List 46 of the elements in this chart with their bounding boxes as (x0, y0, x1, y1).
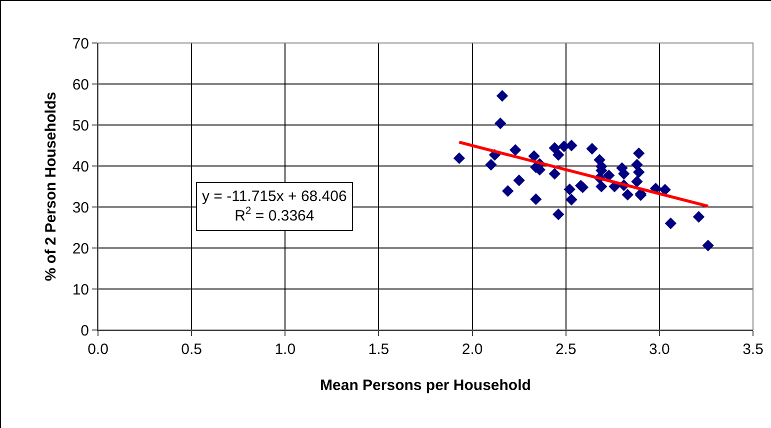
point (692, 210, 705, 223)
point (552, 208, 564, 220)
point (702, 240, 714, 252)
point (530, 193, 542, 206)
point (566, 140, 578, 152)
x-tick-label: 2.5 (555, 341, 576, 358)
y-tick-label: 20 (72, 240, 89, 258)
y-axis-title: % of 2 Person Households (42, 92, 60, 282)
annotation: R$^{2}$ = 0.3364 (234, 205, 314, 224)
point (586, 142, 598, 155)
x-axis-title: Mean Persons per Household (320, 377, 531, 394)
point (631, 176, 643, 188)
point (453, 152, 466, 164)
y-tick-label: 50 (72, 117, 89, 134)
point (502, 185, 514, 197)
point (548, 168, 560, 180)
y-tick-label: 60 (72, 76, 89, 94)
point (632, 147, 645, 160)
point (494, 118, 506, 130)
y-tick-label: 0 (80, 322, 89, 340)
point (664, 218, 677, 230)
point (566, 194, 578, 206)
point (622, 188, 634, 201)
point (513, 174, 525, 186)
y-tick-label: 10 (72, 281, 89, 298)
point (496, 90, 508, 102)
point (552, 149, 564, 161)
point (596, 180, 608, 192)
point (631, 158, 643, 171)
x-tick-label: 2.0 (462, 341, 483, 358)
x-tick-label: 3.0 (649, 341, 670, 358)
point (485, 158, 497, 171)
x-tick-label: 3.5 (742, 341, 764, 358)
x-tick-label: 1.0 (274, 341, 296, 358)
y-tick-label: 70 (72, 35, 89, 52)
annotation: y = -11.715x + 68.406 (202, 188, 347, 205)
x-tick-label: 0.5 (181, 341, 202, 358)
x-tick-label: 1.5 (368, 341, 390, 358)
point (603, 170, 615, 182)
y-tick-label: 40 (72, 158, 89, 176)
point (564, 184, 576, 196)
y-tick-label: 30 (72, 199, 89, 216)
x-tick-label: 0.0 (88, 341, 108, 358)
point (509, 144, 522, 156)
point (632, 166, 645, 178)
point (548, 142, 560, 154)
